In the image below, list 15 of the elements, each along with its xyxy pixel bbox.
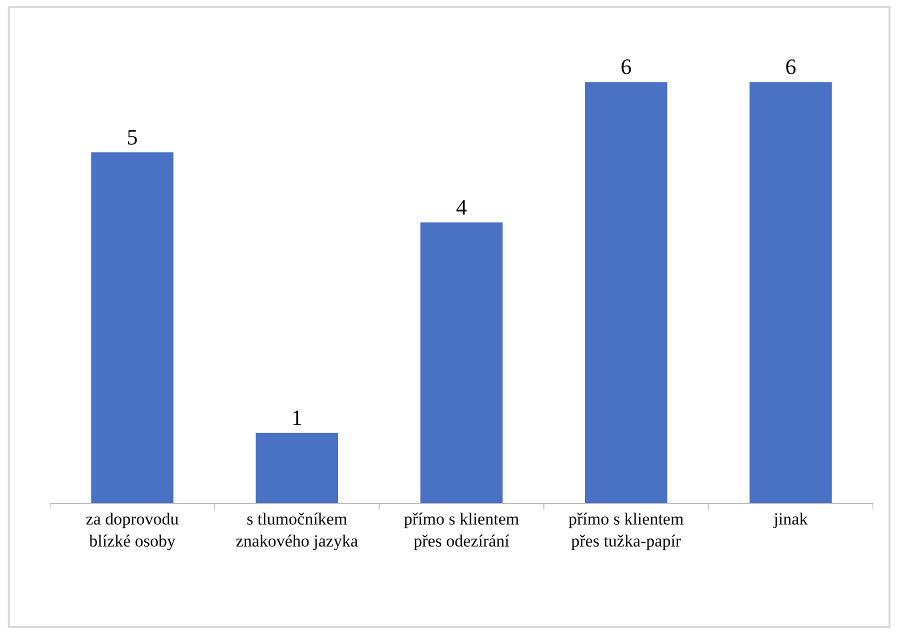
bar [256,432,338,503]
bar [91,152,174,503]
x-tick-label: jinak [772,509,808,528]
x-tick-label: za doprovodu blízké osoby [86,509,180,550]
data-label: 4 [456,194,467,220]
bar [420,222,503,503]
x-tick-label: s tlumočníkem znakového jazyka [236,509,358,550]
bar [750,82,832,503]
data-label: 6 [785,54,796,80]
bar [584,82,668,503]
x-tick-label: přímo s klientem přes tužka-papír [568,509,684,550]
data-label: 5 [126,124,138,150]
data-label: 1 [291,404,302,430]
data-label: 6 [620,54,632,80]
x-tick-label: přímo s klientem přes odezírání [404,509,520,550]
